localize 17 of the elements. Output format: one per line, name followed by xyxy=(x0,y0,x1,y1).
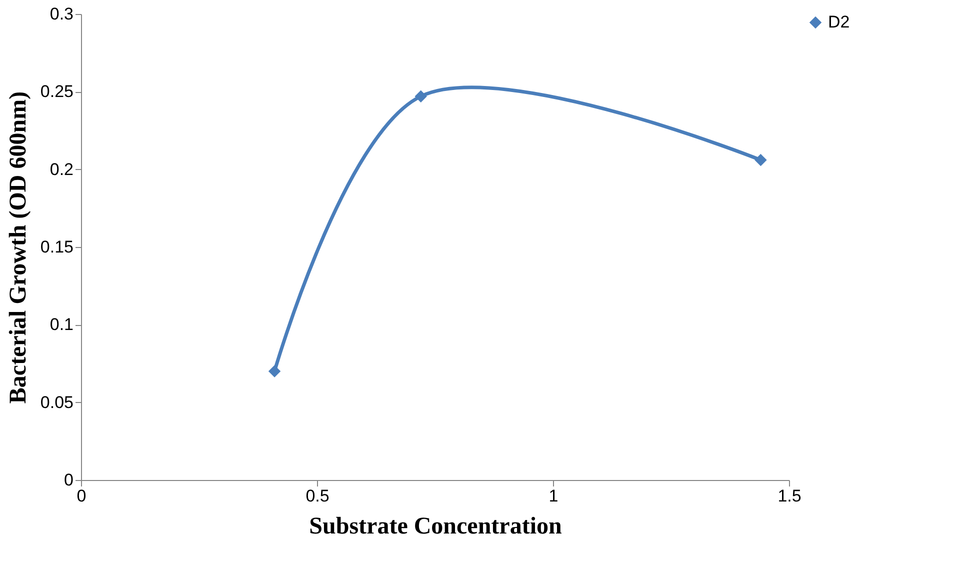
legend-label: D2 xyxy=(828,12,850,32)
y-tick-label: 0 xyxy=(64,470,74,490)
y-tick-label: 0.1 xyxy=(50,315,74,334)
x-tick-label: 0 xyxy=(76,486,86,506)
y-axis-title: Bacterial Growth (OD 600nm) xyxy=(5,91,32,404)
y-tick-label: 0.25 xyxy=(40,82,74,102)
y-tick-label: 0.2 xyxy=(50,160,74,179)
x-tick-label: 1.5 xyxy=(778,486,802,506)
y-tick-label: 0.15 xyxy=(40,238,74,256)
x-tick-label: 0.5 xyxy=(306,486,330,506)
y-tick-label: 0.3 xyxy=(50,4,74,24)
y-tick-label: 0.05 xyxy=(40,392,74,412)
point xyxy=(754,154,767,166)
point xyxy=(268,365,281,378)
point xyxy=(414,90,427,102)
x-tick-label: 1 xyxy=(548,486,558,506)
x-axis-title: Substrate Concentration xyxy=(309,514,562,540)
